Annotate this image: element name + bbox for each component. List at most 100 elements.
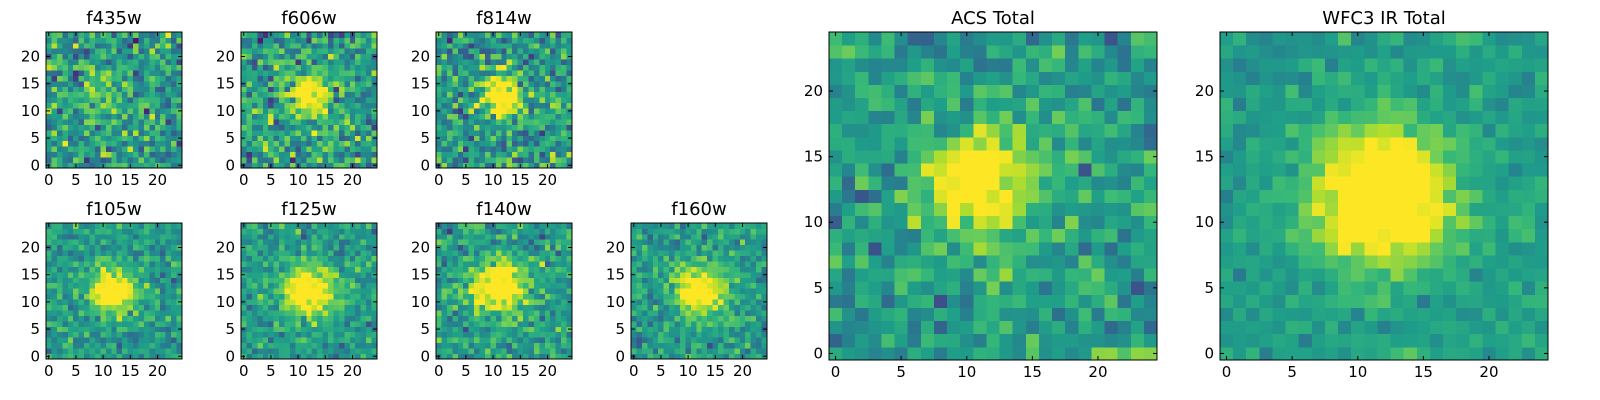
image-pixel	[279, 239, 285, 246]
image-pixel	[1104, 241, 1119, 256]
image-pixel	[371, 119, 378, 125]
image-pixel	[306, 102, 313, 109]
image-pixel	[165, 37, 172, 44]
image-pixel	[712, 326, 719, 333]
image-pixel	[371, 261, 378, 267]
image-pixel	[555, 331, 562, 338]
image-pixel	[105, 244, 112, 251]
image-pixel	[479, 75, 486, 82]
image-pixel	[344, 146, 351, 153]
image-pixel	[333, 80, 340, 87]
image-pixel	[127, 255, 134, 262]
image-pixel	[523, 157, 529, 163]
image-pixel	[62, 239, 69, 246]
image-pixel	[317, 277, 323, 284]
image-pixel	[133, 348, 139, 354]
image-pixel	[663, 299, 670, 305]
image-pixel	[154, 75, 161, 82]
image-pixel	[960, 320, 974, 335]
image-pixel	[371, 233, 378, 240]
image-pixel	[631, 288, 637, 295]
image-pixel	[246, 244, 253, 251]
image-pixel	[360, 342, 367, 349]
image-pixel	[669, 320, 675, 327]
image-pixel	[561, 331, 567, 338]
image-pixel	[528, 53, 535, 60]
image-pixel	[78, 331, 85, 338]
image-pixel	[506, 348, 513, 354]
image-pixel	[78, 129, 85, 136]
image-pixel	[257, 223, 264, 229]
image-pixel	[631, 304, 637, 311]
image-pixel	[111, 266, 118, 273]
image-pixel	[344, 304, 351, 311]
image-pixel	[328, 135, 334, 142]
image-pixel	[333, 53, 340, 60]
image-pixel	[512, 97, 518, 104]
image-pixel	[685, 282, 692, 289]
image-pixel	[1065, 189, 1079, 203]
image-pixel	[311, 80, 318, 87]
image-pixel	[154, 326, 161, 333]
image-pixel	[484, 282, 491, 289]
image-pixel	[436, 124, 442, 131]
image-pixel	[479, 233, 486, 240]
image-pixel	[73, 277, 80, 284]
image-pixel	[739, 233, 746, 240]
image-pixel	[328, 91, 334, 98]
image-pixel	[495, 353, 502, 360]
image-pixel	[89, 59, 96, 66]
image-pixel	[907, 150, 922, 164]
image-pixel	[718, 353, 724, 360]
image-pixel	[1117, 255, 1132, 269]
image-pixel	[947, 241, 961, 256]
image-pixel	[176, 70, 183, 76]
image-pixel	[89, 53, 96, 60]
image-pixel	[933, 333, 948, 348]
image-pixel	[138, 288, 145, 295]
image-pixel	[920, 215, 935, 230]
image-pixel	[1104, 228, 1119, 243]
image-pixel	[474, 304, 480, 311]
image-pixel	[701, 326, 708, 333]
image-pixel	[143, 140, 150, 147]
image-pixel	[67, 326, 74, 333]
image-pixel	[468, 331, 475, 338]
x-tick-label: 5	[461, 171, 471, 189]
image-pixel	[300, 32, 307, 38]
image-pixel	[1130, 202, 1145, 217]
image-pixel	[490, 113, 497, 120]
image-pixel	[474, 157, 480, 163]
image-pixel	[523, 266, 529, 273]
image-pixel	[279, 342, 285, 349]
image-pixel	[920, 268, 935, 282]
image-pixel	[745, 277, 752, 284]
image-pixel	[517, 119, 524, 125]
image-pixel	[528, 228, 535, 235]
image-pixel	[528, 337, 535, 344]
image-pixel	[555, 70, 562, 76]
image-pixel	[474, 162, 480, 169]
image-pixel	[566, 342, 573, 349]
image-pixel	[56, 140, 63, 147]
image-pixel	[84, 250, 90, 257]
image-pixel	[116, 282, 123, 289]
image-pixel	[685, 348, 692, 354]
image-pixel	[67, 288, 74, 295]
image-pixel	[284, 337, 291, 344]
image-pixel	[273, 326, 280, 333]
image-pixel	[566, 32, 573, 38]
image-pixel	[62, 233, 69, 240]
image-pixel	[436, 331, 442, 338]
image-pixel	[171, 86, 177, 93]
image-pixel	[457, 304, 464, 311]
image-pixel	[46, 250, 52, 257]
image-pixel	[690, 353, 697, 360]
image-pixel	[262, 244, 269, 251]
image-pixel	[94, 157, 101, 163]
image-pixel	[84, 48, 90, 55]
image-pixel	[495, 277, 502, 284]
image-pixel	[262, 250, 269, 257]
image-pixel	[539, 129, 546, 136]
image-pixel	[154, 266, 161, 273]
